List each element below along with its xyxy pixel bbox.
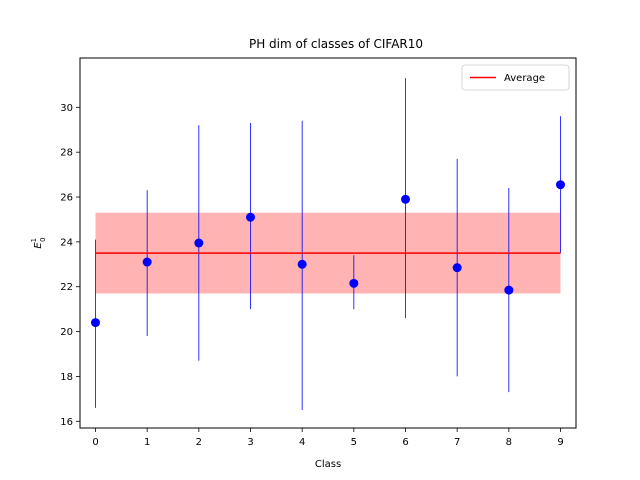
data-point-0	[91, 318, 100, 328]
plot-area	[91, 78, 565, 411]
x-tick-label-1: 1	[144, 437, 150, 448]
y-axis: 16 18 20 22 24 26 28 30	[60, 103, 80, 428]
y-axis-label-subscript: 0	[39, 237, 47, 241]
legend-label-average: Average	[504, 73, 545, 84]
y-tick-label-28: 28	[60, 148, 73, 159]
chart-title: PH dim of classes of CIFAR10	[249, 37, 423, 51]
data-point-4	[297, 259, 307, 269]
data-point-1	[142, 257, 152, 267]
data-point-8	[504, 285, 514, 295]
y-tick-label-18: 18	[60, 372, 73, 383]
x-axis-label: Class	[315, 459, 341, 470]
y-tick-label-20: 20	[60, 327, 73, 338]
x-tick-label-5: 5	[351, 437, 357, 448]
x-tick-label-2: 2	[196, 437, 202, 448]
y-tick-label-22: 22	[60, 282, 73, 293]
y-tick-label-26: 26	[60, 193, 73, 204]
x-tick-label-0: 0	[92, 437, 98, 448]
x-tick-label-3: 3	[247, 437, 253, 448]
y-tick-label-30: 30	[60, 103, 73, 114]
data-point-7	[452, 263, 462, 273]
y-axis-label: E10	[30, 237, 47, 248]
y-axis-label-superscript: 1	[30, 238, 38, 242]
data-point-2	[194, 238, 204, 248]
data-point-9	[556, 180, 565, 190]
x-tick-label-8: 8	[506, 437, 512, 448]
x-tick-label-4: 4	[299, 437, 305, 448]
y-tick-label-24: 24	[60, 237, 73, 248]
legend-box	[461, 64, 570, 91]
data-point-5	[349, 278, 359, 288]
data-point-3	[246, 212, 255, 222]
x-tick-label-9: 9	[557, 437, 563, 448]
x-tick-label-7: 7	[454, 437, 460, 448]
svg-text:E10: E10	[30, 237, 47, 248]
data-point-6	[401, 194, 410, 204]
x-axis: 0 1 2 3 4 5 6 7 8 9	[92, 428, 564, 448]
y-axis-label-base: E	[33, 242, 44, 249]
y-tick-label-16: 16	[60, 417, 73, 428]
legend: Average	[461, 64, 570, 91]
x-tick-label-6: 6	[402, 437, 408, 448]
axes-frame	[79, 57, 577, 429]
